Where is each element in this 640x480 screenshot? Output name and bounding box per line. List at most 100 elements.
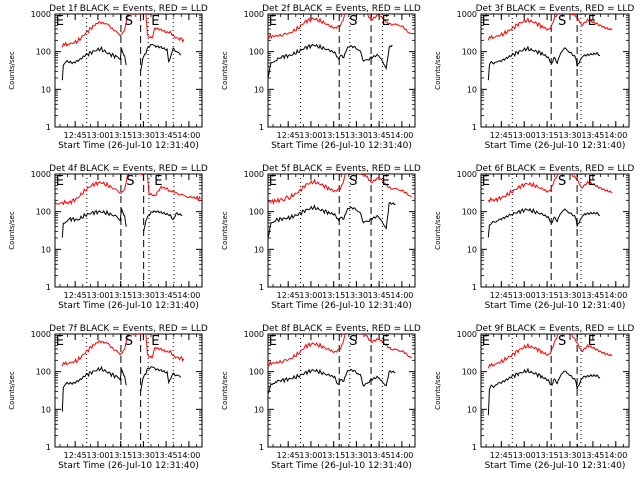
y-tick-label: 10 <box>254 405 264 414</box>
y-tick-label: 100 <box>36 368 51 377</box>
y-tick-label: 1000 <box>244 10 264 19</box>
detector-panel-2f: Det 2f BLACK = Events, RED = LLD Counts/s… <box>221 4 421 151</box>
x-tick-label: 13:00 <box>86 131 109 140</box>
y-tick-label: 1 <box>46 283 51 292</box>
y-tick-label: 10 <box>41 245 51 254</box>
x-tick-label: 14:00 <box>390 131 413 140</box>
event-marker-label: S <box>349 334 357 349</box>
x-axis-label: Start Time (26-Jul-10 12:31:40) <box>271 141 412 151</box>
x-axis-label: Start Time (26-Jul-10 12:31:40) <box>58 301 199 311</box>
series-line-lld <box>61 334 185 367</box>
x-tick-label: 13:45 <box>155 451 178 460</box>
series-line-events <box>61 44 182 81</box>
detector-panel-6f: Det 6f BLACK = Events, RED = LLD Counts/s… <box>434 164 634 311</box>
panel-title: Det 3f BLACK = Events, RED = LLD <box>476 4 635 14</box>
x-tick-label: 13:30 <box>345 291 368 300</box>
y-axis-label: Counts/sec <box>434 211 442 250</box>
x-tick-label: 13:45 <box>581 131 604 140</box>
event-marker-label: E <box>382 14 390 29</box>
panel-title: Det 2f BLACK = Events, RED = LLD <box>262 4 421 14</box>
panel-title: Det 8f BLACK = Events, RED = LLD <box>262 324 421 334</box>
detector-panel-7f: Det 7f BLACK = Events, RED = LLD Counts/s… <box>8 324 208 471</box>
series-line-lld <box>487 174 613 203</box>
x-tick-label: 13:30 <box>345 131 368 140</box>
y-tick-label: 10 <box>467 405 477 414</box>
x-axis-label: Start Time (26-Jul-10 12:31:40) <box>271 301 412 311</box>
x-tick-label: 13:30 <box>558 451 581 460</box>
series-line-lld <box>487 14 613 41</box>
plot-frame <box>54 333 203 448</box>
event-marker-label: E <box>382 334 390 349</box>
event-marker-label: E <box>56 334 64 349</box>
x-tick-label: 12:45 <box>64 291 87 300</box>
plot-frame <box>54 173 203 288</box>
x-axis-label: Start Time (26-Jul-10 12:31:40) <box>58 141 199 151</box>
x-tick-label: 13:15 <box>109 451 132 460</box>
detector-panel-4f: Det 4f BLACK = Events, RED = LLD Counts/s… <box>8 164 208 311</box>
event-marker-label: S <box>125 334 133 349</box>
y-axis-label: Counts/sec <box>221 211 229 250</box>
y-tick-label: 1 <box>472 123 477 132</box>
x-tick-label: 13:15 <box>322 291 345 300</box>
x-tick-label: 13:00 <box>513 291 536 300</box>
x-axis-label: Start Time (26-Jul-10 12:31:40) <box>58 461 199 471</box>
event-marker-label: E <box>151 334 159 349</box>
y-axis-label: Counts/sec <box>8 51 16 90</box>
event-marker-label: E <box>269 14 277 29</box>
x-tick-label: 12:45 <box>277 291 300 300</box>
y-axis-label: Counts/sec <box>221 51 229 90</box>
series-line-events <box>487 367 601 416</box>
y-tick-label: 1000 <box>457 10 477 19</box>
x-tick-label: 13:15 <box>536 131 559 140</box>
series-line-lld <box>487 334 613 369</box>
event-marker-label: E <box>154 174 162 189</box>
x-tick-label: 13:30 <box>132 291 155 300</box>
x-axis-label: Start Time (26-Jul-10 12:31:40) <box>485 461 626 471</box>
x-axis-label: Start Time (26-Jul-10 12:31:40) <box>271 461 412 471</box>
x-tick-label: 14:00 <box>177 451 200 460</box>
y-tick-label: 100 <box>462 368 477 377</box>
x-tick-label: 13:30 <box>345 451 368 460</box>
x-tick-label: 13:15 <box>536 291 559 300</box>
y-tick-label: 1 <box>472 443 477 452</box>
series-line-lld <box>55 174 201 206</box>
x-tick-label: 13:45 <box>581 451 604 460</box>
detector-panel-3f: Det 3f BLACK = Events, RED = LLD Counts/s… <box>434 4 634 151</box>
x-tick-label: 12:45 <box>277 131 300 140</box>
event-marker-label: E <box>588 14 596 29</box>
panel-title: Det 9f BLACK = Events, RED = LLD <box>476 324 635 334</box>
plot-frame <box>480 333 630 448</box>
series-line-lld <box>61 14 185 48</box>
x-tick-label: 12:45 <box>490 131 513 140</box>
y-tick-label: 1 <box>259 443 264 452</box>
event-marker-label: E <box>151 14 159 29</box>
event-marker-label: E <box>482 174 490 189</box>
x-tick-label: 13:30 <box>132 451 155 460</box>
y-tick-label: 100 <box>462 48 477 57</box>
x-tick-label: 13:00 <box>299 451 322 460</box>
panel-title: Det 4f BLACK = Events, RED = LLD <box>49 164 208 174</box>
y-axis-label: Counts/sec <box>434 371 442 410</box>
series-line-events <box>268 201 396 239</box>
y-tick-label: 10 <box>41 405 51 414</box>
series-line-events <box>268 368 396 395</box>
x-tick-label: 13:45 <box>155 131 178 140</box>
x-tick-label: 12:45 <box>490 291 513 300</box>
series-line-events <box>61 365 182 412</box>
detector-panel-8f: Det 8f BLACK = Events, RED = LLD Counts/s… <box>221 324 421 471</box>
event-marker-label: E <box>56 174 64 189</box>
y-tick-label: 1000 <box>31 10 51 19</box>
plot-frame <box>267 333 416 448</box>
y-axis-label: Counts/sec <box>434 51 442 90</box>
event-marker-label: E <box>482 334 490 349</box>
event-marker-label: S <box>558 14 566 29</box>
y-tick-label: 1000 <box>457 330 477 339</box>
plot-frame <box>480 173 630 288</box>
event-marker-label: E <box>382 174 390 189</box>
x-tick-label: 13:45 <box>368 291 391 300</box>
plot-frame <box>54 13 203 128</box>
x-tick-label: 13:15 <box>109 291 132 300</box>
panel-title: Det 7f BLACK = Events, RED = LLD <box>49 324 208 334</box>
event-marker-label: E <box>269 334 277 349</box>
